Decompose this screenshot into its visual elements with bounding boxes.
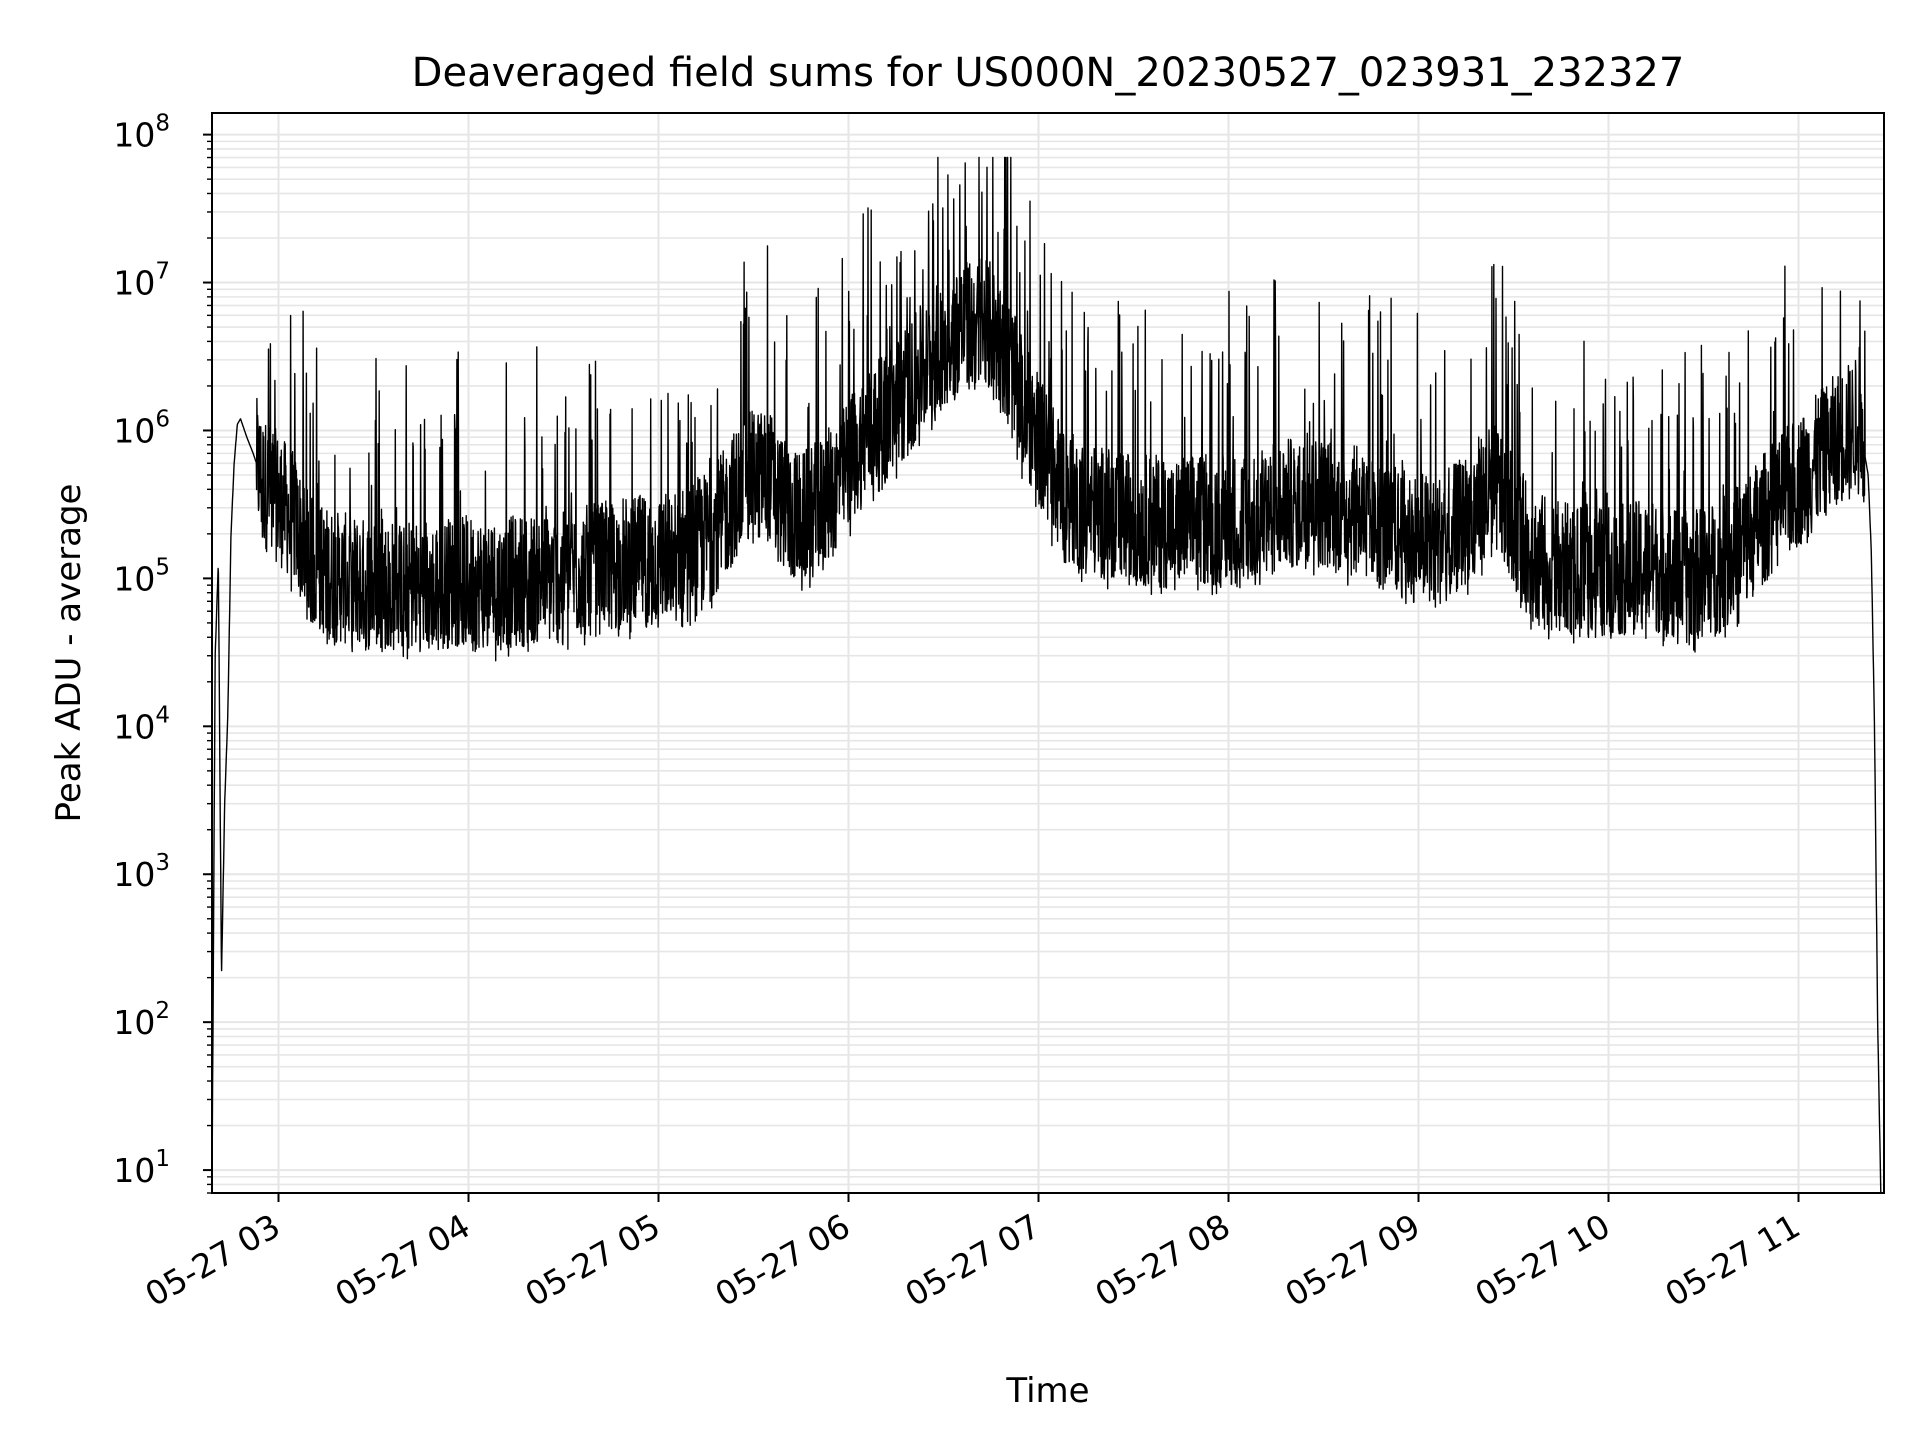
y-tick-label: 104 <box>113 702 170 746</box>
y-tick-exponent: 6 <box>155 406 170 432</box>
y-tick-exponent: 1 <box>155 1146 170 1172</box>
y-tick-base: 10 <box>113 116 155 155</box>
y-axis-label: Peak ADU - average <box>49 484 89 823</box>
y-tick-exponent: 2 <box>155 998 170 1024</box>
x-axis-label: Time <box>1005 1371 1089 1411</box>
grid-layer <box>212 113 1884 1194</box>
y-tick-label: 103 <box>113 850 170 894</box>
y-tick-label: 106 <box>113 406 170 450</box>
y-tick-exponent: 4 <box>155 702 170 728</box>
y-tick-label: 101 <box>113 1146 170 1190</box>
plot-frame <box>211 112 1885 1194</box>
series-line <box>211 156 1882 1194</box>
y-tick-label: 105 <box>113 554 170 598</box>
y-tick-exponent: 7 <box>155 259 170 285</box>
y-tick-base: 10 <box>113 1003 155 1042</box>
chart-title: Deaveraged field sums for US000N_2023052… <box>412 50 1685 96</box>
y-tick-base: 10 <box>113 855 155 894</box>
y-tick-base: 10 <box>113 411 155 450</box>
y-tick-label: 107 <box>113 259 170 303</box>
y-tick-exponent: 5 <box>155 554 170 580</box>
y-tick-base: 10 <box>113 1151 155 1190</box>
y-tick-base: 10 <box>113 707 155 746</box>
y-tick-exponent: 8 <box>155 111 170 137</box>
y-tick-base: 10 <box>113 264 155 303</box>
y-tick-exponent: 3 <box>155 850 170 876</box>
y-tick-base: 10 <box>113 559 155 598</box>
series-layer <box>211 156 1882 1194</box>
y-tick-label: 102 <box>113 998 170 1042</box>
y-tick-label: 108 <box>113 111 170 155</box>
